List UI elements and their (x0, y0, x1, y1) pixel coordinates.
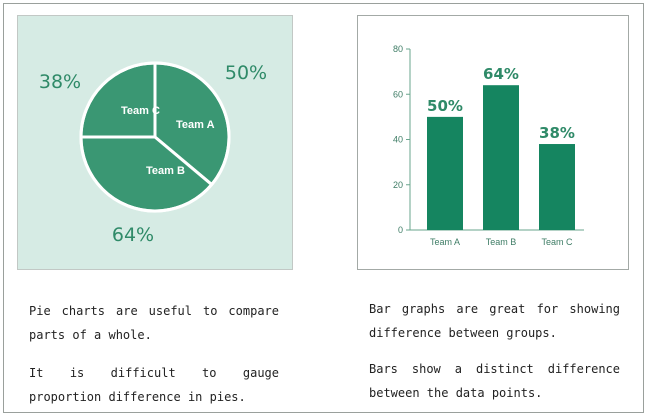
bar-category-label-team-c: Team C (541, 237, 573, 247)
pie-slice-label-team-b: Team B (146, 165, 185, 177)
bar-y-tick-label-40: 40 (393, 135, 403, 145)
pie-caption-1: Pie charts are useful to compare parts o… (29, 304, 279, 342)
bar-y-tick-label-80: 80 (393, 44, 403, 54)
pie-value-label-team-c: 38% (39, 71, 81, 93)
pie-value-label-team-a: 50% (225, 62, 267, 84)
pie-value-label-team-b: 64% (112, 224, 154, 246)
bar-y-tick-label-20: 20 (393, 180, 403, 190)
bar-category-label-team-a: Team A (430, 237, 460, 247)
bar-team-a (427, 116, 463, 230)
figure-frame (3, 3, 644, 413)
pie-chart: Team A 50% Team B 64% Team C 38% (39, 61, 267, 246)
bar-value-label-team-c: 38% (539, 124, 575, 142)
bar-chart: 0 20 40 60 80 50% Team A 64% Team B 38% Team C (393, 44, 584, 247)
pie-slice-label-team-c: Team C (121, 105, 160, 117)
bar-chart-panel: 0 20 40 60 80 50% Team A 64% Team B 38% Team C (357, 15, 629, 270)
pie-caption-2: It is difficult to gauge proportion diff… (29, 366, 279, 404)
bar-value-label-team-b: 64% (483, 65, 519, 83)
bar-team-b (483, 85, 519, 230)
pie-outline (79, 61, 231, 213)
bar-y-tick-label-0: 0 (398, 225, 403, 235)
bar-y-tick-label-60: 60 (393, 89, 403, 99)
bar-caption-2: Bars show a distinct difference between … (369, 362, 620, 400)
pie-slice-label-team-a: Team A (176, 119, 215, 131)
pie-chart-panel: Team A 50% Team B 64% Team C 38% (17, 15, 293, 270)
bar-caption-1: Bar graphs are great for showing differe… (369, 302, 620, 340)
bar-value-label-team-a: 50% (427, 97, 463, 115)
bar-team-c (539, 144, 575, 230)
bar-category-label-team-b: Team B (486, 237, 517, 247)
